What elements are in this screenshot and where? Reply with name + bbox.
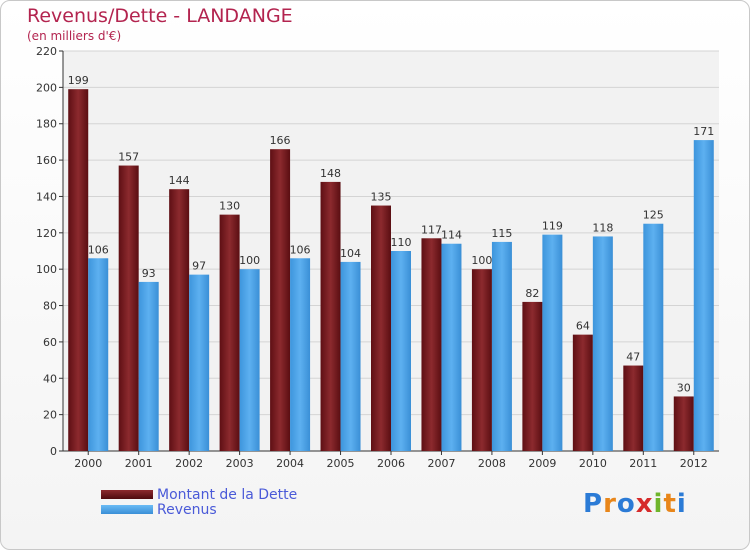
- bar-revenus: [391, 251, 411, 451]
- y-tick-label: 20: [43, 409, 57, 422]
- y-tick-label: 220: [36, 45, 57, 58]
- x-tick-label: 2009: [528, 457, 556, 470]
- y-tick-label: 140: [36, 190, 57, 203]
- data-label: 130: [219, 200, 240, 213]
- data-label: 100: [239, 254, 260, 267]
- legend-swatch-revenus: [101, 505, 153, 514]
- x-tick-label: 2008: [478, 457, 506, 470]
- chart-title: Revenus/Dette - LANDANGE: [27, 5, 293, 27]
- data-label: 100: [471, 254, 492, 267]
- data-label: 114: [441, 229, 462, 242]
- x-tick-label: 2005: [327, 457, 355, 470]
- bar-revenus: [138, 281, 159, 451]
- logo-letter: i: [653, 489, 664, 519]
- y-tick-label: 0: [50, 445, 57, 458]
- data-label: 97: [192, 260, 206, 273]
- chart-legend: Montant de la Dette Revenus: [101, 486, 298, 518]
- bar-revenus: [340, 261, 361, 451]
- y-tick-label: 180: [36, 118, 57, 131]
- y-tick-label: 80: [43, 300, 57, 313]
- x-tick-label: 2012: [680, 457, 708, 470]
- y-tick-label: 120: [36, 227, 57, 240]
- bar-revenus: [441, 243, 462, 451]
- bar-dette: [169, 189, 190, 451]
- bar-revenus: [290, 258, 311, 451]
- data-label: 119: [542, 220, 563, 233]
- x-tick-label: 2000: [74, 457, 102, 470]
- y-tick-label: 60: [43, 336, 57, 349]
- bar-dette: [68, 89, 89, 451]
- bar-dette: [371, 205, 391, 451]
- x-tick-label: 2007: [427, 457, 455, 470]
- bar-dette: [270, 149, 291, 451]
- chart-subtitle: (en milliers d'€): [27, 29, 122, 43]
- bar-dette: [320, 181, 341, 451]
- x-tick-label: 2004: [276, 457, 304, 470]
- bar-dette: [623, 365, 644, 451]
- bar-dette: [471, 269, 492, 451]
- x-tick-label: 2002: [175, 457, 203, 470]
- data-label: 64: [576, 320, 590, 333]
- data-label: 135: [371, 191, 392, 204]
- legend-item-dette: Montant de la Dette: [101, 486, 298, 503]
- bar-dette: [421, 238, 442, 451]
- bar-revenus: [88, 258, 109, 451]
- logo-letter: t: [663, 489, 677, 519]
- data-label: 117: [421, 223, 442, 236]
- data-label: 157: [118, 151, 139, 164]
- y-tick-label: 100: [36, 263, 57, 276]
- x-tick-label: 2003: [226, 457, 254, 470]
- bar-revenus: [592, 236, 613, 451]
- bar-revenus: [189, 274, 210, 451]
- x-tick-label: 2011: [629, 457, 657, 470]
- legend-item-revenus: Revenus: [101, 501, 297, 518]
- y-tick-label: 160: [36, 154, 57, 167]
- data-label: 82: [525, 287, 539, 300]
- bar-revenus: [239, 269, 260, 451]
- bar-revenus: [491, 241, 512, 451]
- x-tick-label: 2001: [125, 457, 153, 470]
- legend-label-dette: Montant de la Dette: [157, 486, 298, 503]
- data-label: 47: [626, 351, 640, 364]
- bar-dette: [673, 396, 694, 451]
- logo-letter: P: [583, 489, 604, 519]
- data-label: 199: [68, 74, 89, 87]
- y-tick-label: 200: [36, 81, 57, 94]
- data-label: 148: [320, 167, 341, 180]
- bar-dette: [572, 334, 593, 451]
- bar-revenus: [643, 223, 664, 451]
- logo-letter: i: [676, 489, 687, 519]
- bar-dette: [219, 214, 240, 451]
- data-label: 166: [270, 134, 291, 147]
- data-label: 125: [643, 209, 664, 222]
- legend-label-revenus: Revenus: [157, 501, 217, 518]
- data-label: 144: [169, 174, 190, 187]
- data-label: 93: [142, 267, 156, 280]
- x-tick-label: 2010: [579, 457, 607, 470]
- legend-swatch-dette: [101, 490, 153, 499]
- x-tick-label: 2006: [377, 457, 405, 470]
- bar-revenus: [542, 234, 563, 451]
- bar-revenus: [693, 140, 714, 451]
- logo-letter: x: [635, 489, 654, 519]
- data-label: 104: [340, 247, 361, 260]
- bar-dette: [522, 301, 543, 451]
- data-label: 106: [88, 243, 109, 256]
- logo-letter: o: [616, 489, 636, 519]
- bar-dette: [118, 165, 139, 451]
- y-tick-label: 40: [43, 372, 57, 385]
- data-label: 30: [677, 381, 691, 394]
- data-label: 110: [391, 236, 412, 249]
- data-label: 118: [592, 221, 613, 234]
- data-label: 115: [491, 227, 512, 240]
- logo-letter: r: [603, 489, 617, 519]
- data-label: 106: [290, 243, 311, 256]
- proxiti-logo: Proxiti: [583, 489, 687, 519]
- data-label: 171: [693, 125, 714, 138]
